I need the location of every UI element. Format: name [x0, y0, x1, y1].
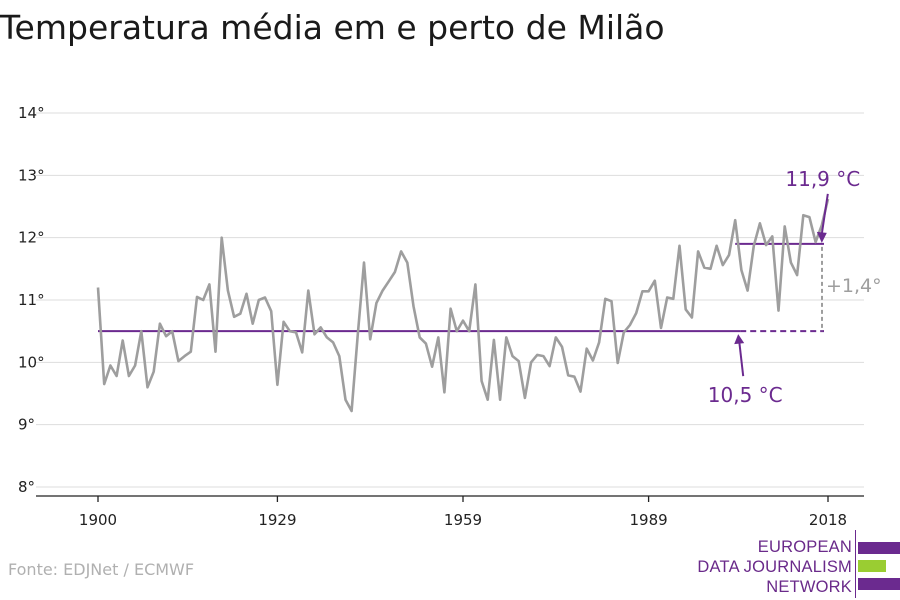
source-note: Fonte: EDJNet / ECMWF: [8, 560, 195, 579]
logo-bar-top: [858, 542, 900, 554]
y-tick-label: 13°: [18, 166, 45, 184]
logo-divider: [855, 530, 856, 598]
recent-arrow: [820, 193, 829, 235]
annotations: +1,4° 10,5 °C 11,9 °C: [708, 167, 882, 407]
x-axis: 1900 1929 1959 1989 2018: [36, 495, 864, 529]
chart-title: Temperatura média em e perto de Milão: [0, 8, 665, 47]
y-tick-label: 14°: [18, 104, 45, 122]
x-tick-label: 2018: [809, 511, 847, 529]
recent-label: 11,9 °C: [785, 167, 860, 191]
x-tick-label: 1989: [629, 511, 667, 529]
logo-line-1: EUROPEAN: [757, 538, 852, 556]
recent-arrowhead: [816, 231, 827, 243]
logo-bar-bottom: [858, 578, 900, 590]
difference-label: +1,4°: [826, 275, 882, 297]
grid-lines: [36, 112, 864, 488]
y-axis-ticks: 8° 9° 10° 11° 12° 13° 14°: [18, 104, 45, 496]
baseline-arrowhead: [734, 334, 745, 345]
series-layer: [96, 198, 830, 413]
y-tick-label: 10°: [18, 353, 45, 371]
y-tick-label: 11°: [18, 291, 45, 309]
y-tick-label: 12°: [18, 229, 45, 247]
logo-bar-middle: [858, 560, 886, 572]
x-tick-label: 1959: [444, 511, 482, 529]
x-tick-label: 1900: [79, 511, 117, 529]
temperature-series-line: [96, 198, 830, 413]
edjnet-logo: EUROPEAN DATA JOURNALISM NETWORK: [697, 530, 900, 598]
y-tick-label: 8°: [18, 478, 35, 496]
logo-line-2: DATA JOURNALISM: [697, 558, 852, 576]
x-tick-label: 1929: [258, 511, 296, 529]
baseline-arrow: [738, 341, 745, 377]
logo-line-3: NETWORK: [766, 578, 852, 596]
y-tick-label: 9°: [18, 416, 35, 434]
baseline-label: 10,5 °C: [708, 383, 783, 407]
